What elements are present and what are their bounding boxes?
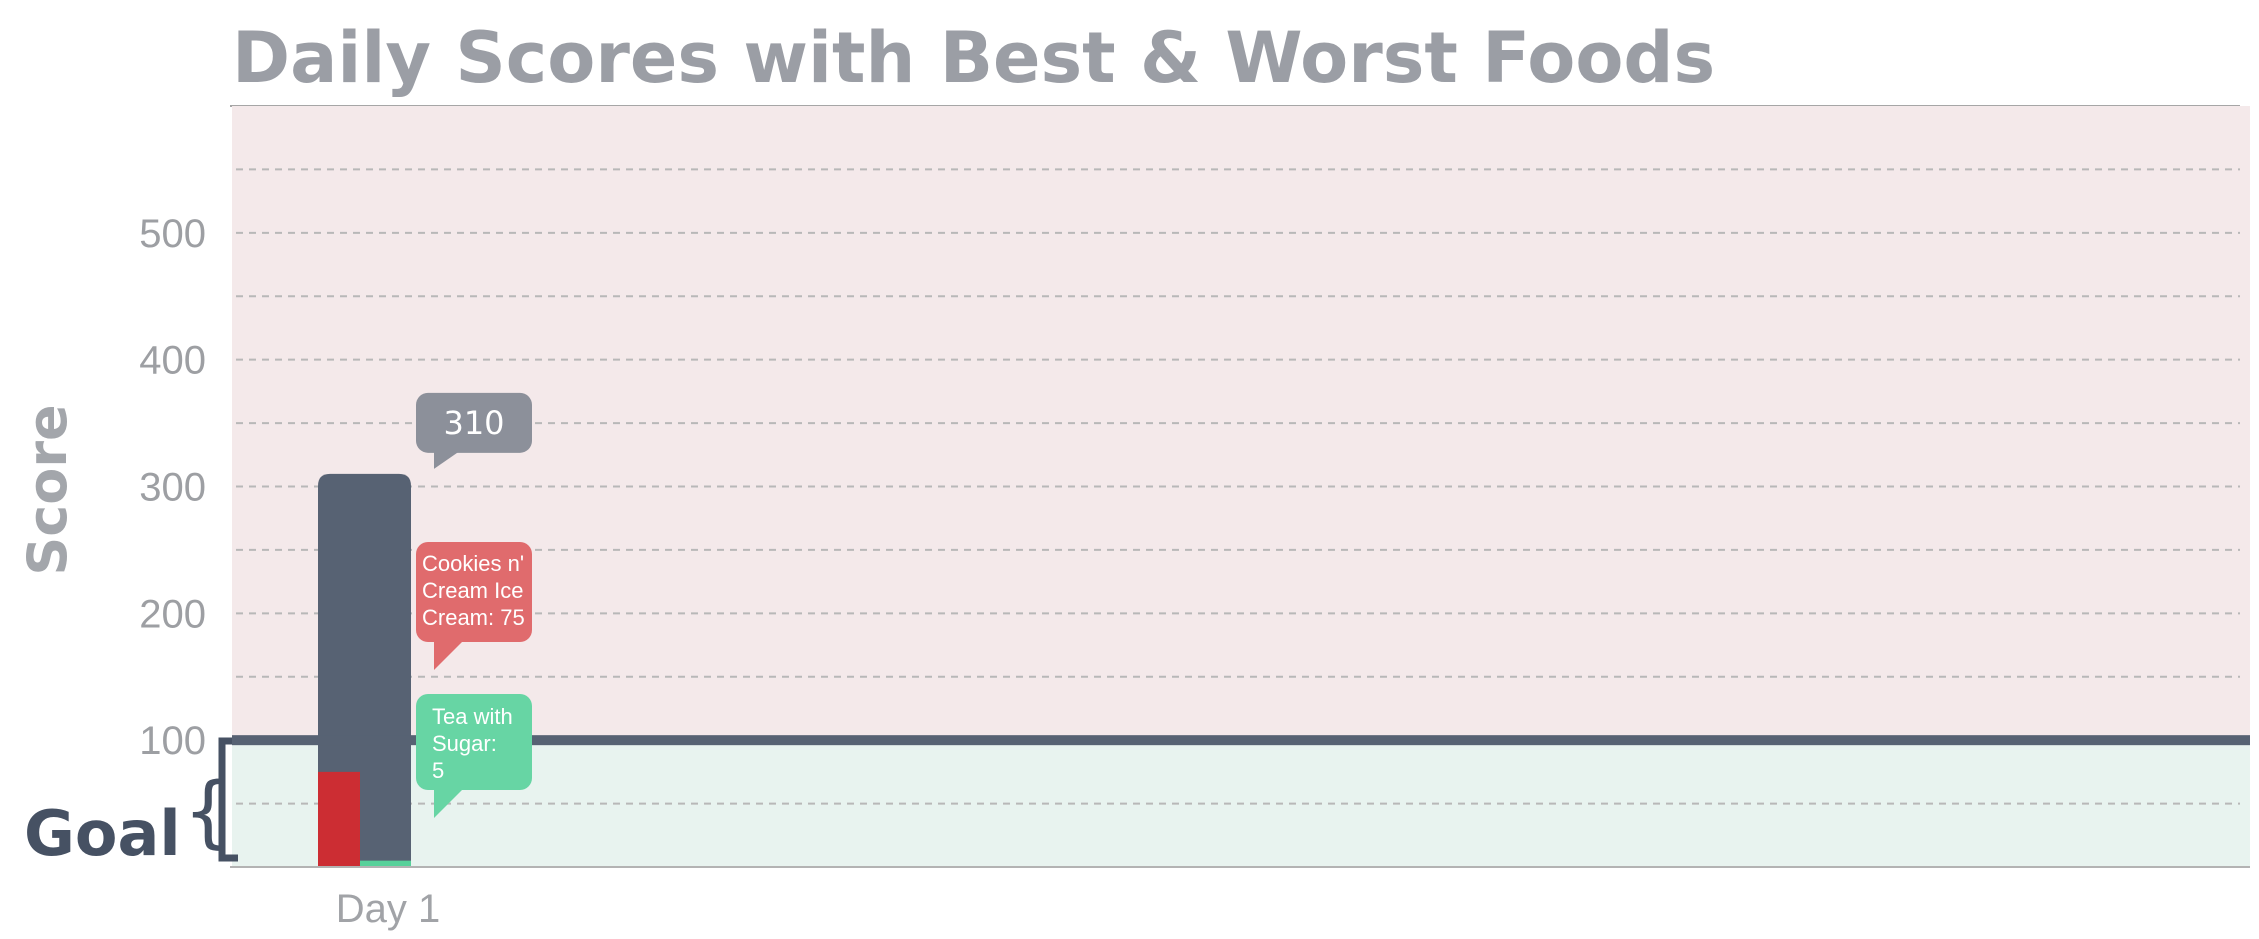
bars — [318, 473, 411, 867]
total-callout-pointer — [434, 450, 460, 469]
worst-food-callout-box — [416, 542, 532, 642]
best-food-callout-line: Sugar: — [432, 731, 497, 756]
y-tick-label: 200 — [139, 592, 206, 636]
x-tick-label: Day 1 — [336, 887, 441, 931]
worst-food-callout-line: Cookies n' — [422, 551, 524, 576]
goal-label: Goal — [24, 797, 181, 870]
total-callout-label: 310 — [443, 404, 504, 442]
total-callout-box — [416, 392, 532, 453]
best-food-callout-pointer — [434, 788, 464, 818]
y-axis-label: Score — [16, 404, 79, 575]
y-tick-label: 300 — [139, 466, 206, 510]
best-food-bar — [360, 860, 411, 867]
worst-food-callout-line: Cream Ice — [422, 578, 523, 603]
worst-food-bar — [318, 771, 360, 867]
y-axis-ticks: 100 200 300 400 500 — [139, 212, 206, 763]
y-tick-label: 400 — [139, 339, 206, 383]
best-food-callout-line: Tea with — [432, 704, 513, 729]
chart-title: Daily Scores with Best & Worst Foods — [232, 17, 1715, 99]
y-tick-label: 100 — [139, 719, 206, 763]
goal-line — [232, 735, 2250, 746]
y-tick-label: 500 — [139, 212, 206, 256]
goal-bracket — [218, 737, 238, 862]
gridlines — [236, 168, 2240, 805]
goal-brace-icon: { — [183, 767, 233, 857]
x-axis-ticks: Day 1 — [336, 887, 441, 931]
worst-food-callout-line: Cream: 75 — [422, 605, 525, 630]
best-food-callout-box — [416, 694, 532, 790]
best-food-callout-line: 5 — [432, 758, 444, 783]
worst-food-callout-pointer — [434, 640, 464, 670]
total-score-bar — [318, 473, 411, 867]
